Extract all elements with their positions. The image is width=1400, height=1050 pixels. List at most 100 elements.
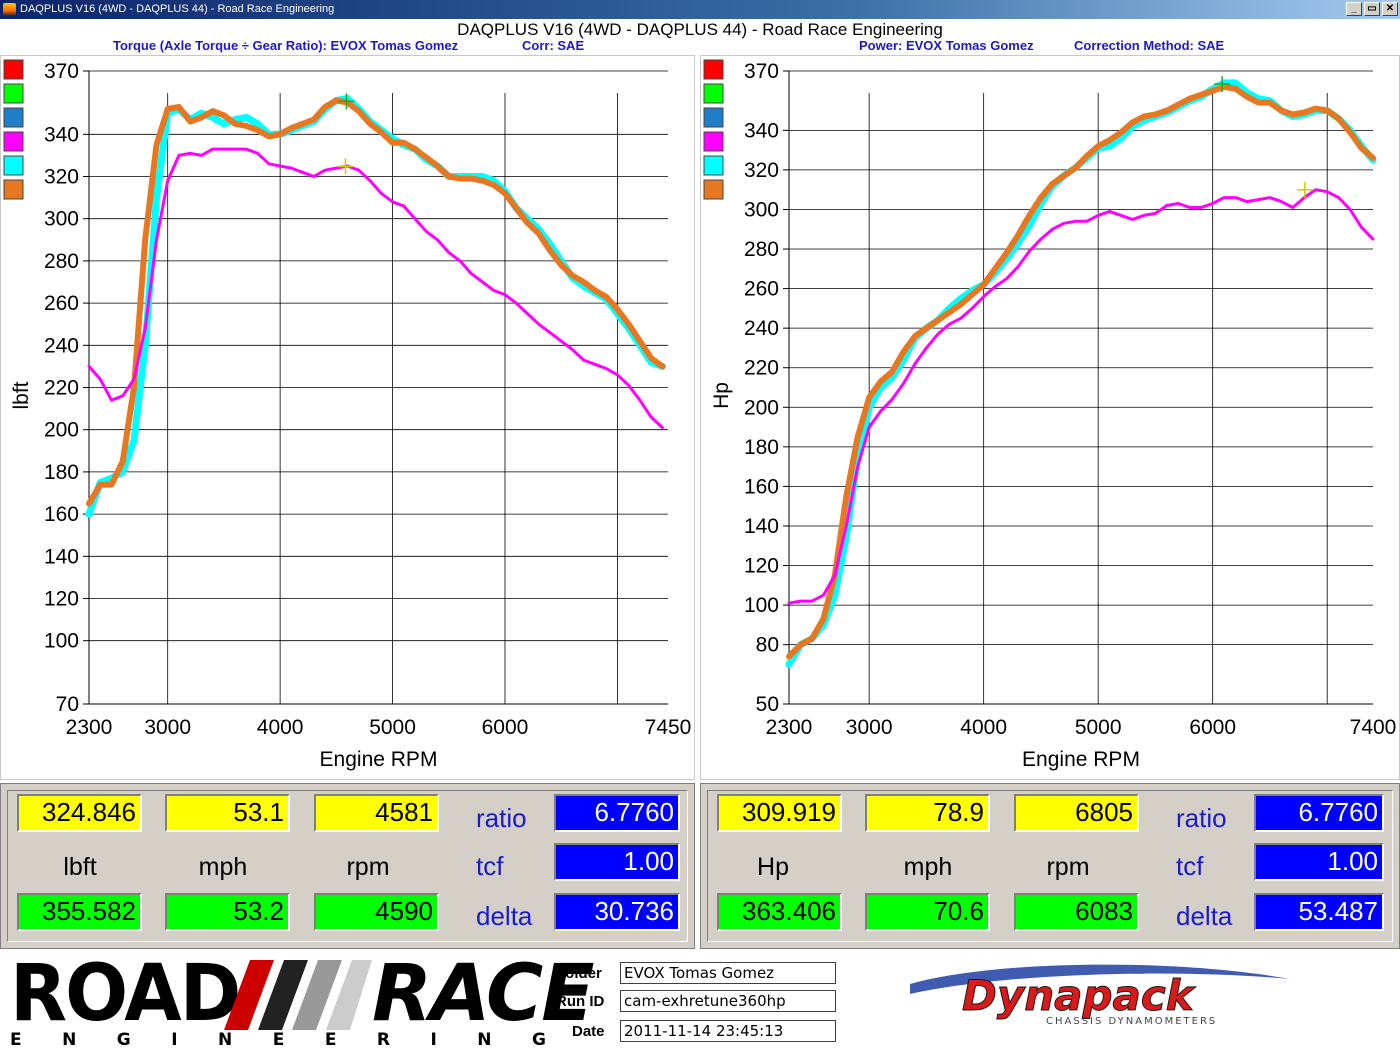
legend-swatch — [3, 83, 24, 104]
y-tick-label: 260 — [744, 278, 779, 301]
y-tick-label: 200 — [44, 419, 79, 442]
logo-engineering-letter: R — [376, 1030, 391, 1050]
footer: ROAD RACE E N G I N E E R I N G Folder EVOX Tomas … — [0, 952, 1400, 1050]
y-tick-label: 340 — [744, 119, 779, 142]
x-axis-label: Engine RPM — [320, 748, 438, 771]
power-ratio-value: 6.7760 — [1254, 794, 1384, 832]
y-tick-label: 300 — [744, 198, 779, 221]
torque-readout-panel: 324.846 53.1 4581 lbft mph rpm 355.582 5… — [0, 783, 695, 949]
logo-engineering-letter: I — [430, 1030, 437, 1050]
torque-chart: 370 340 320 300 280 260 240 220 200 180 160 140 120 1… — [3, 59, 692, 771]
series-line — [87, 147, 664, 430]
legend-swatch — [3, 59, 24, 80]
torque-mph-label: mph — [198, 853, 248, 881]
logo-engineering-letter: N — [218, 1030, 233, 1050]
logo-engineering-letter: G — [116, 1030, 131, 1050]
power-tcf-label: tcf — [1176, 851, 1204, 881]
power-peak-mph: 70.6 — [865, 893, 990, 931]
x-tick-label: 3000 — [144, 716, 191, 739]
window-titlebar: DAQPLUS V16 (4WD - DAQPLUS 44) - Road Ra… — [0, 0, 1400, 19]
dynapack-wordmark: Dynapack — [962, 971, 1197, 1020]
x-tick-label: 2300 — [66, 716, 113, 739]
torque-tcf-value: 1.00 — [554, 843, 680, 881]
power-mph-label: mph — [903, 853, 953, 881]
power-delta-value: 53.487 — [1254, 893, 1384, 931]
power-peak-value: 363.406 — [717, 893, 842, 931]
legend-swatch — [703, 59, 724, 80]
legend-swatch — [3, 107, 24, 128]
close-button[interactable]: ✕ — [1382, 2, 1398, 16]
date-field: 2011-11-14 23:45:13 — [620, 1020, 836, 1042]
y-tick-label: 300 — [44, 208, 79, 231]
logo-engineering-letter: I — [171, 1030, 178, 1050]
y-tick-label: 140 — [744, 515, 779, 538]
y-tick-label: 240 — [744, 317, 779, 340]
y-tick-label: 220 — [744, 357, 779, 380]
y-axis-label: lbft — [10, 381, 33, 409]
y-tick-label: 340 — [44, 123, 79, 146]
y-tick-label: 370 — [44, 60, 79, 83]
legend-swatch — [703, 131, 724, 152]
power-cursor-rpm: 6805 — [1014, 794, 1139, 832]
x-tick-label: 4000 — [960, 716, 1007, 739]
minimize-button[interactable]: _ — [1346, 2, 1362, 16]
y-tick-label: 120 — [44, 588, 79, 611]
y-tick-label: 200 — [744, 396, 779, 419]
torque-subtitle: Torque (Axle Torque ÷ Gear Ratio): EVOX … — [113, 38, 459, 53]
restore-button[interactable]: ▭ — [1364, 2, 1380, 16]
y-tick-label: 70 — [56, 693, 79, 716]
x-tick-label: 7450 — [645, 716, 692, 739]
torque-cursor-rpm: 4581 — [314, 794, 439, 832]
torque-unit-label: lbft — [63, 853, 97, 881]
logo-engineering-letter: E — [324, 1030, 337, 1050]
torque-ratio-value: 6.7760 — [554, 794, 680, 832]
x-axis-label: Engine RPM — [1022, 748, 1140, 771]
power-peak-rpm: 6083 — [1014, 893, 1139, 931]
torque-rpm-label: rpm — [346, 853, 390, 881]
y-tick-label: 260 — [44, 292, 79, 315]
logo-engineering-letter: E — [10, 1030, 22, 1050]
power-tcf-value: 1.00 — [1254, 843, 1384, 881]
logo-stripes — [224, 960, 372, 1030]
logo-race-text: RACE — [372, 949, 595, 1039]
legend-swatch — [3, 155, 24, 176]
torque-delta-label: delta — [476, 901, 533, 931]
torque-ratio-label: ratio — [476, 803, 527, 833]
main-title: DAQPLUS V16 (4WD - DAQPLUS 44) - Road Ra… — [457, 20, 943, 39]
y-tick-label: 100 — [44, 630, 79, 653]
legend-swatch — [703, 155, 724, 176]
x-tick-label: 3000 — [846, 716, 893, 739]
date-label: Date — [572, 1023, 605, 1040]
legend-swatch — [3, 131, 24, 152]
torque-delta-value: 30.736 — [554, 893, 680, 931]
window-controls: _ ▭ ✕ — [1346, 2, 1398, 16]
x-tick-label: 5000 — [1075, 716, 1122, 739]
legend-swatch — [703, 179, 724, 200]
torque-readout-inner: 324.846 53.1 4581 lbft mph rpm 355.582 5… — [7, 790, 688, 942]
logo-engineering-letter: E — [272, 1030, 285, 1050]
y-tick-label: 140 — [44, 545, 79, 568]
power-ratio-label: ratio — [1176, 803, 1227, 833]
power-correction: Correction Method: SAE — [1074, 38, 1225, 53]
power-cursor-value: 309.919 — [717, 794, 842, 832]
torque-cursor-value: 324.846 — [17, 794, 142, 832]
dynapack-tagline: CHASSIS DYNAMOMETERS — [1046, 1016, 1217, 1027]
torque-peak-rpm: 4590 — [314, 893, 439, 931]
legend-swatch — [3, 179, 24, 200]
power-rpm-label: rpm — [1046, 853, 1090, 881]
torque-peak-value: 355.582 — [17, 893, 142, 931]
y-tick-label: 100 — [744, 594, 779, 617]
y-axis-label: Hp — [710, 382, 733, 409]
y-tick-label: 320 — [744, 159, 779, 182]
power-subtitle: Power: EVOX Tomas Gomez — [859, 38, 1034, 53]
torque-tcf-label: tcf — [476, 851, 504, 881]
series-line — [86, 97, 666, 507]
series-line — [787, 188, 1375, 605]
y-tick-label: 80 — [756, 634, 779, 657]
series-line — [786, 83, 1376, 660]
logo-engineering-letter: N — [477, 1030, 492, 1050]
run-id-label: Run ID — [556, 993, 605, 1010]
y-tick-label: 280 — [744, 238, 779, 261]
torque-chart-panel: 370 340 320 300 280 260 240 220 200 180 160 140 120 1… — [0, 55, 695, 780]
